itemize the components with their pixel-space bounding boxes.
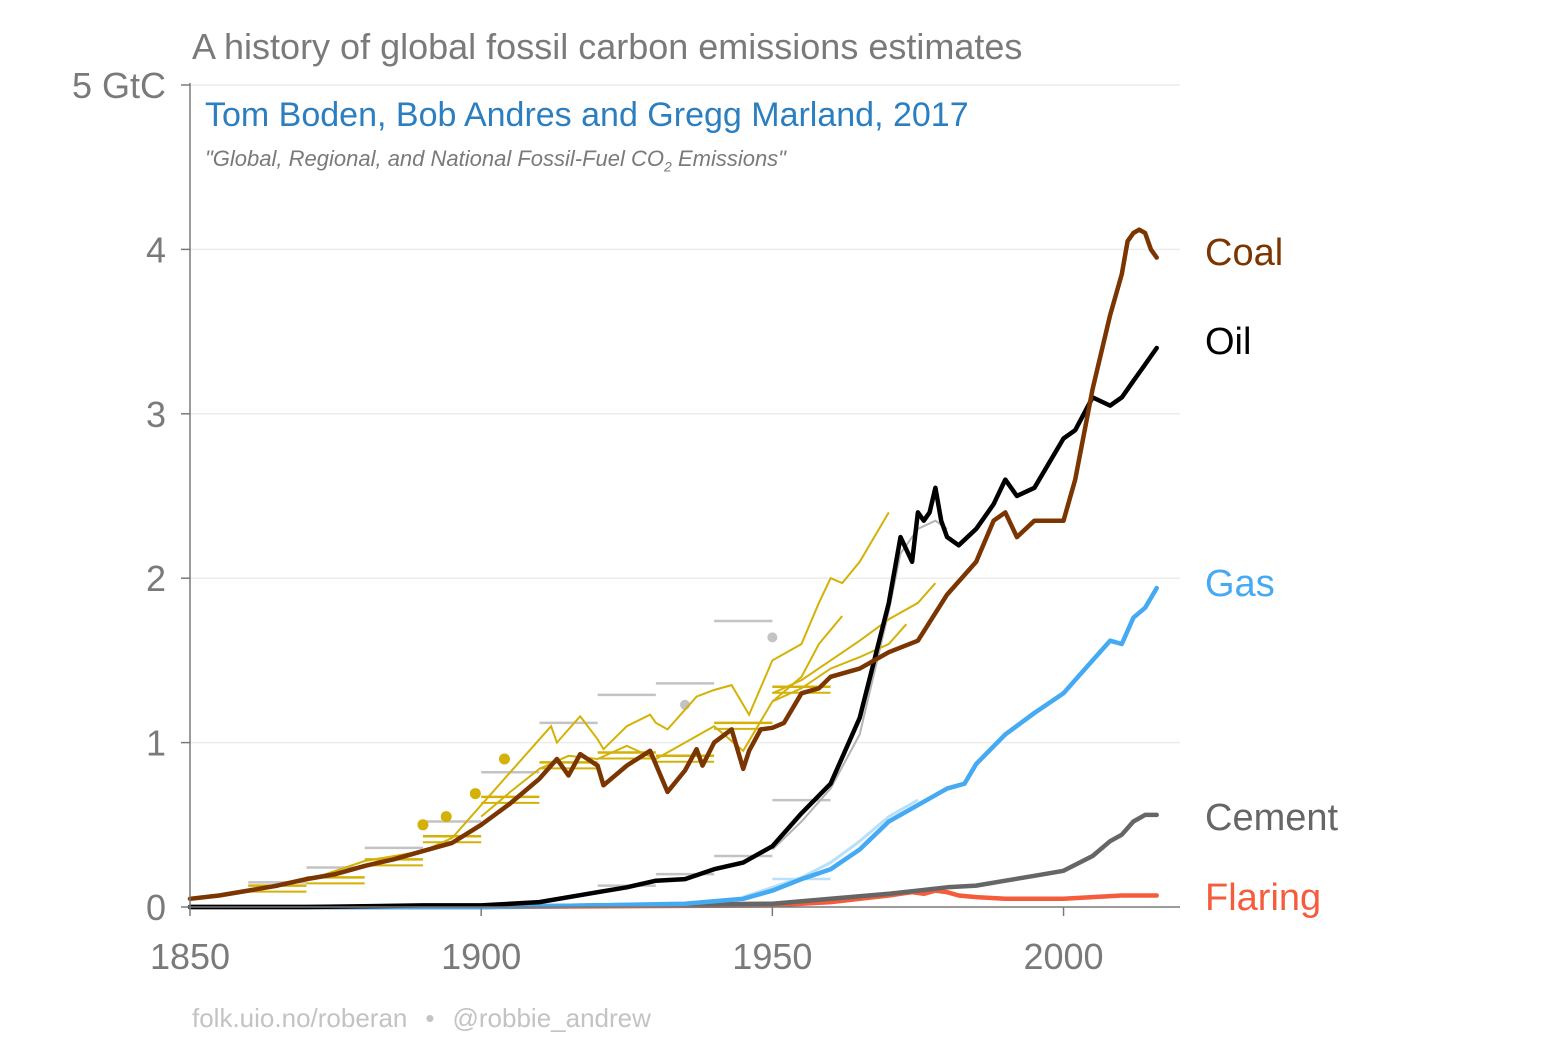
historical-coal-line-1: [480, 615, 843, 818]
axes: 0 1 2 3 4 5 GtC 1850 1900 1950 2000: [72, 65, 1180, 977]
footer-separator: •: [425, 1003, 435, 1033]
y-tick-label-1: 1: [146, 723, 166, 764]
flaring-label: Flaring: [1205, 877, 1321, 919]
historical-coal-point-3: [498, 753, 510, 765]
oil-line: [187, 345, 1159, 910]
coal-line: [187, 227, 1159, 902]
historical-estimates: [248, 511, 948, 899]
source-citation: "Global, Regional, and National Fossil-F…: [205, 146, 786, 174]
y-tick-label-2: 2: [146, 558, 166, 599]
x-tick-label-3: 2000: [1023, 936, 1103, 977]
series-labels: Flaring Cement Gas Oil Coal: [1205, 232, 1338, 919]
gas-line: [187, 585, 1159, 910]
historical-coal-point-0: [417, 819, 429, 831]
footer: folk.uio.no/roberan • @robbie_andrew: [192, 1003, 651, 1034]
x-tick-label-2: 1950: [732, 936, 812, 977]
historical-coal-point-1: [440, 811, 452, 823]
historical-grey-point-1: [767, 632, 778, 643]
chart-title: A history of global fossil carbon emissi…: [192, 26, 1023, 67]
historical-coal-point-2: [469, 788, 481, 800]
series-lines: [187, 227, 1159, 910]
historical-coal-line-3: [771, 623, 908, 703]
oil-label: Oil: [1205, 321, 1251, 363]
x-tick-label-0: 1850: [150, 936, 230, 977]
historical-gas-line-0: [742, 798, 919, 899]
y-tick-label-0: 0: [146, 887, 166, 928]
y-tick-label-5: 5 GtC: [72, 65, 166, 106]
flaring-line: [187, 888, 1159, 910]
footer-website[interactable]: folk.uio.no/roberan: [192, 1003, 408, 1033]
source-citation-suffix: Emissions": [671, 146, 786, 171]
footer-twitter[interactable]: @robbie_andrew: [452, 1003, 651, 1033]
y-tick-label-3: 3: [146, 394, 166, 435]
historical-coal-line-2: [771, 582, 937, 695]
gas-label: Gas: [1205, 563, 1275, 605]
chart-subtitle: Tom Boden, Bob Andres and Gregg Marland,…: [205, 96, 969, 134]
x-tick-label-1: 1900: [441, 936, 521, 977]
historical-coal-line-0: [248, 511, 890, 892]
source-citation-subscript: 2: [664, 158, 672, 175]
coal-label: Coal: [1205, 232, 1283, 274]
cement-label: Cement: [1205, 797, 1338, 839]
emissions-chart: 0 1 2 3 4 5 GtC 1850 1900 1950 2000 Flaring Cement…: [72, 65, 1339, 977]
gridlines: [190, 84, 1180, 744]
cement-line: [187, 812, 1159, 910]
source-citation-prefix: "Global, Regional, and National Fossil-F…: [205, 146, 665, 171]
y-tick-label-4: 4: [146, 229, 166, 270]
